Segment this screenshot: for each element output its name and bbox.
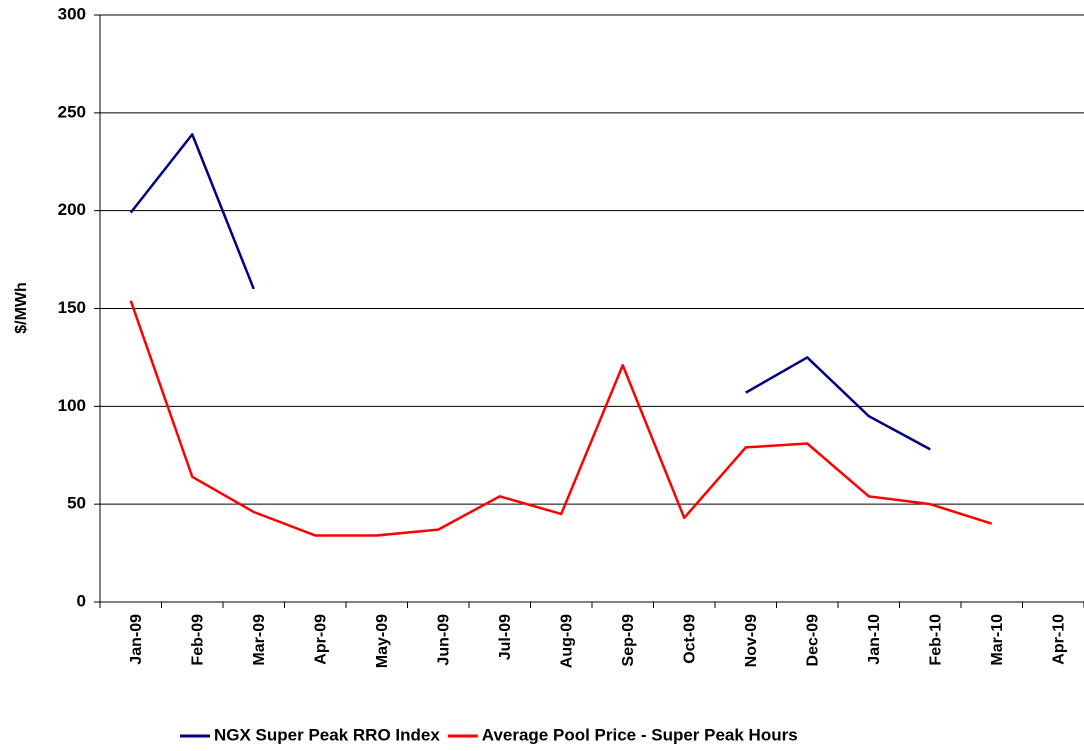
x-tick-label: Sep-09 — [620, 614, 637, 667]
y-tick-label: 100 — [58, 396, 86, 415]
x-tick-label: Dec-09 — [804, 614, 821, 667]
x-tick-label: Apr-09 — [312, 614, 329, 665]
x-tick-label: Jan-09 — [128, 614, 145, 665]
legend-label: NGX Super Peak RRO Index — [214, 725, 440, 744]
x-tick-label: Aug-09 — [558, 614, 575, 668]
series-line — [129, 133, 931, 451]
x-tick-label: Feb-09 — [189, 614, 206, 666]
legend: NGX Super Peak RRO Index Average Pool Pri… — [180, 725, 798, 744]
x-tick-label: Oct-09 — [681, 614, 698, 664]
x-tick-label: Nov-09 — [743, 614, 760, 667]
legend-label: Average Pool Price - Super Peak Hours — [482, 725, 798, 744]
x-tick-label: Apr-10 — [1050, 614, 1067, 665]
x-tick-label: Jan-10 — [866, 614, 883, 665]
y-tick-label: 50 — [67, 494, 86, 513]
x-tick-label: Mar-10 — [989, 614, 1006, 666]
x-tick-label: Feb-10 — [927, 614, 944, 666]
y-tick-label: 0 — [77, 591, 86, 610]
y-tick-label: 200 — [58, 200, 86, 219]
x-tick-label: May-09 — [374, 614, 391, 668]
y-tick-label: 250 — [58, 102, 86, 121]
x-tick-label: Jul-09 — [497, 614, 514, 660]
x-tick-label: Mar-09 — [251, 614, 268, 666]
x-tick-label: Jun-09 — [435, 614, 452, 666]
y-tick-label: 150 — [58, 298, 86, 317]
y-axis-label: $/MWh — [13, 282, 30, 334]
y-tick-label: 300 — [58, 4, 86, 23]
series-line — [129, 300, 993, 537]
